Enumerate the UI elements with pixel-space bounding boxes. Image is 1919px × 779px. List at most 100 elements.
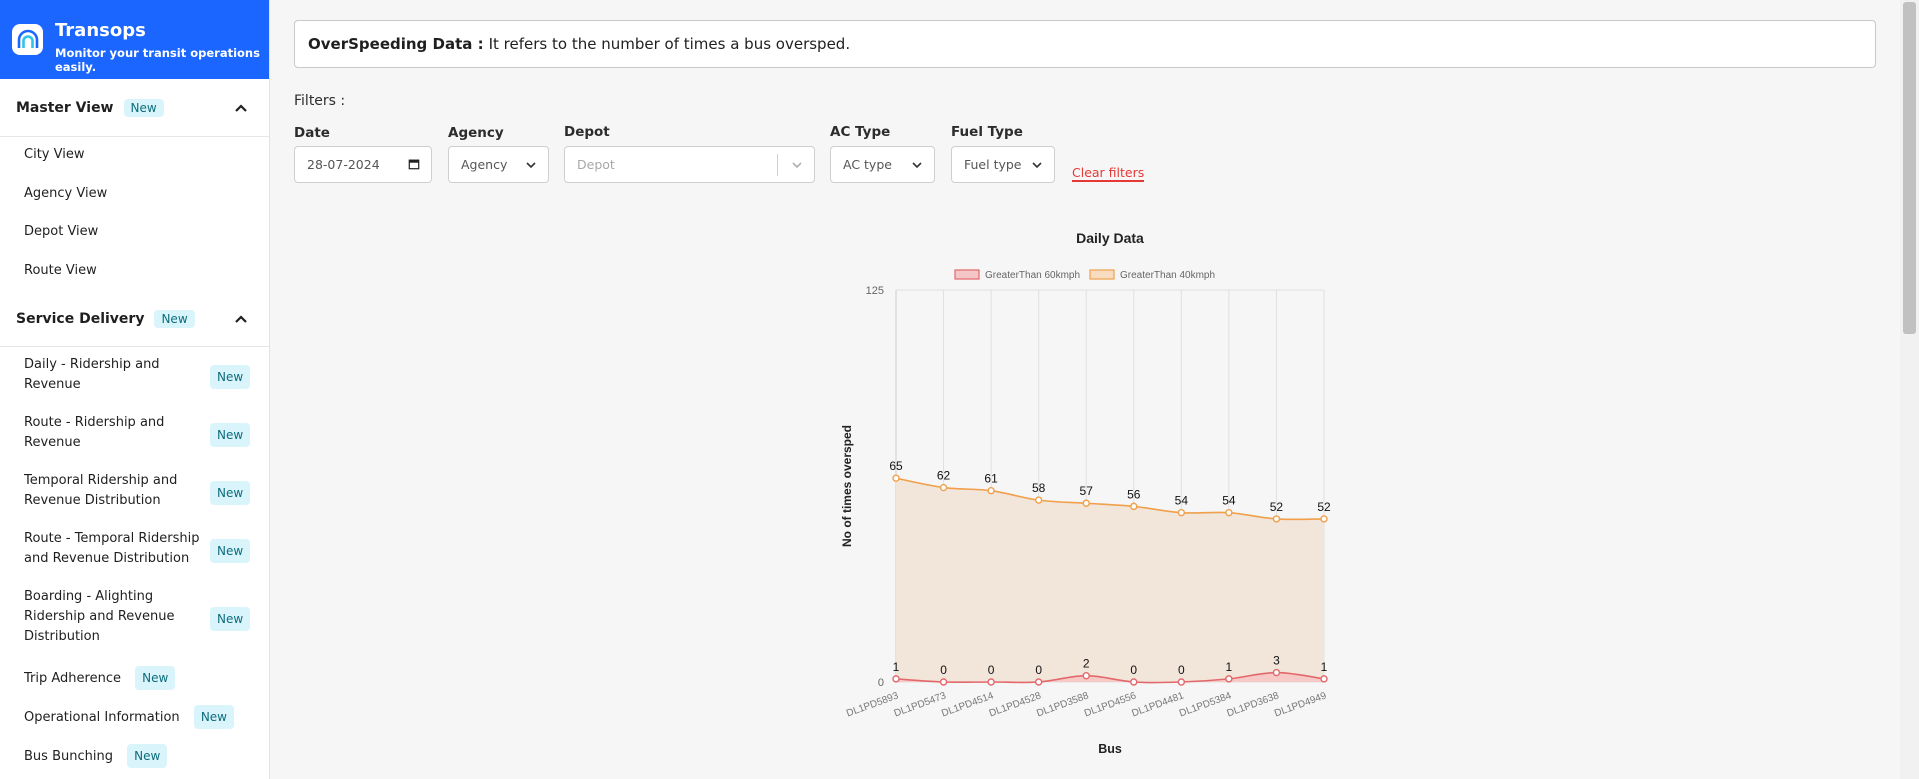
item-label: Operational Information (24, 710, 180, 725)
chevron-down-icon (526, 162, 536, 169)
scrollbar-thumb[interactable] (1903, 2, 1916, 334)
data-label: 52 (1270, 500, 1284, 514)
data-label: 0 (940, 663, 947, 677)
section-master-view[interactable]: Master View New (0, 86, 269, 130)
sidebar-item-route-view[interactable]: Route View (24, 263, 97, 278)
sidebar-item-trip-adherence[interactable]: Trip Adherence New (24, 666, 176, 690)
agency-select[interactable]: Agency (448, 146, 549, 183)
data-point (1177, 508, 1186, 517)
item-label: Distribution (24, 629, 100, 644)
x-tick-label: DL1PD4481 (1130, 690, 1185, 719)
depot-label: Depot (564, 124, 610, 140)
sidebar-item-depot-view[interactable]: Depot View (24, 224, 99, 239)
data-label: 0 (1178, 663, 1185, 677)
fuel-type-select[interactable]: Fuel type (951, 146, 1055, 183)
data-point (1130, 678, 1138, 686)
new-badge: New (127, 744, 168, 768)
item-label: Route - Ridership and (24, 415, 165, 430)
data-label: 52 (1317, 500, 1331, 514)
series-line-greaterthan-60kmph (895, 671, 1325, 684)
item-label: Trip Adherence (24, 671, 121, 686)
chevron-down-icon (912, 162, 922, 169)
sidebar-item-bus-bunching[interactable]: Bus Bunching New (24, 744, 168, 768)
sidebar-item-boarding-alighting[interactable]: Boarding - Alighting Ridership and Reven… (24, 587, 251, 647)
chevron-up-icon[interactable] (233, 311, 249, 327)
new-badge: New (123, 99, 164, 117)
calendar-icon[interactable] (407, 158, 421, 170)
sidebar-item-city-view[interactable]: City View (24, 147, 85, 162)
data-point (1034, 496, 1043, 504)
app-name: Transops (55, 20, 146, 41)
sidebar-item-temporal-ridership[interactable]: Temporal Ridership and Revenue Distribut… (24, 471, 251, 511)
x-tick-label: DL1PD4514 (940, 690, 995, 719)
sidebar: Transops Monitor your transit operations… (0, 0, 270, 779)
new-badge: New (154, 310, 195, 328)
data-label: 1 (1321, 660, 1328, 674)
data-point (1225, 508, 1233, 517)
chevron-down-icon (792, 162, 802, 169)
data-label: 2 (1083, 657, 1090, 671)
depot-select[interactable]: Depot (564, 146, 815, 183)
x-tick-label: DL1PD5473 (893, 690, 948, 719)
sidebar-item-operational-information[interactable]: Operational Information New (24, 705, 234, 729)
item-label: Temporal Ridership and (24, 473, 178, 488)
item-label: Revenue Distribution (24, 493, 161, 508)
data-point (1272, 515, 1281, 523)
data-label: 1 (893, 660, 900, 674)
y-axis-title: No of times oversped (840, 425, 854, 547)
x-tick-label: DL1PD3638 (1226, 690, 1281, 719)
data-point (1082, 672, 1090, 680)
data-point (1177, 678, 1186, 686)
app-tagline: Monitor your transit operations easily. (55, 46, 260, 74)
item-label: Bus Bunching (24, 749, 113, 764)
data-label: 61 (984, 472, 998, 486)
chevron-down-icon (1032, 162, 1042, 169)
fuel-type-label: Fuel Type (951, 124, 1023, 140)
ac-type-label: AC Type (830, 124, 891, 140)
item-label: Revenue (24, 377, 81, 392)
new-badge: New (210, 481, 251, 505)
sidebar-item-agency-view[interactable]: Agency View (24, 186, 108, 201)
series-area-greaterthan-40kmph (896, 478, 1324, 682)
new-badge: New (210, 607, 251, 631)
legend-label: GreaterThan 40kmph (1120, 270, 1215, 281)
data-label: 62 (937, 469, 951, 483)
brand-header[interactable]: Transops Monitor your transit operations… (0, 0, 269, 79)
data-point (1034, 678, 1043, 686)
series-line-greaterthan-40kmph (895, 477, 1325, 521)
data-label: 0 (1130, 663, 1137, 677)
scrollbar[interactable] (1900, 0, 1919, 779)
item-label: and Revenue Distribution (24, 551, 190, 566)
data-label: 54 (1222, 494, 1236, 508)
sidebar-item-daily-ridership[interactable]: Daily - Ridership and Revenue New (24, 355, 251, 395)
x-tick-label: DL1PD4556 (1083, 690, 1138, 719)
sidebar-item-route-temporal-ridership[interactable]: Route - Temporal Ridership and Revenue D… (24, 529, 251, 569)
chevron-up-icon[interactable] (233, 100, 249, 116)
clear-filters-link[interactable]: Clear filters (1072, 165, 1145, 182)
item-label: Boarding - Alighting (24, 589, 154, 604)
data-point (987, 487, 995, 495)
x-axis-title: Bus (1098, 742, 1122, 756)
sidebar-item-route-ridership[interactable]: Route - Ridership and Revenue New (24, 413, 251, 453)
data-point (892, 474, 900, 482)
data-point (1272, 668, 1281, 677)
ac-type-value: AC type (843, 157, 892, 172)
data-label: 57 (1080, 484, 1094, 498)
data-label: 56 (1127, 487, 1141, 501)
date-input[interactable]: 28-07-2024 (294, 146, 432, 183)
new-badge: New (210, 365, 251, 389)
section-service-delivery[interactable]: Service Delivery New (0, 297, 269, 341)
daily-data-chart: Daily Data GreaterThan 60kmph GreaterThan … (840, 230, 1331, 756)
data-point (1320, 515, 1328, 523)
divider (0, 136, 269, 137)
new-badge: New (193, 705, 234, 729)
data-label: 1 (1226, 660, 1233, 674)
x-tick-label: DL1PD4528 (988, 690, 1043, 719)
data-label: 0 (988, 663, 995, 677)
ac-type-select[interactable]: AC type (830, 146, 935, 183)
legend-swatch (954, 269, 980, 280)
filters-heading: Filters : (294, 93, 346, 109)
main-content: OverSpeeding Data : It refers to the num… (270, 0, 1900, 779)
item-label: Ridership and Revenue (24, 609, 175, 624)
agency-label: Agency (448, 125, 504, 141)
